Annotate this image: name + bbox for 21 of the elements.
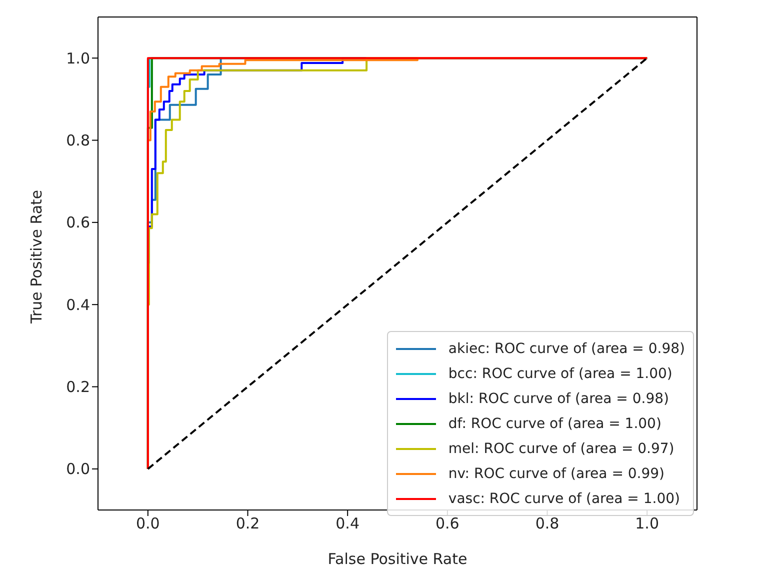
y-tick-label: 0.0 <box>66 460 90 478</box>
legend-label: df: ROC curve of (area = 1.00) <box>448 416 662 432</box>
legend-label: bcc: ROC curve of (area = 1.00) <box>448 366 672 382</box>
y-tick-label: 0.8 <box>66 132 90 150</box>
legend-label: vasc: ROC curve of (area = 1.00) <box>448 490 680 506</box>
x-tick-label: 0.0 <box>136 514 160 533</box>
x-tick-label: 1.0 <box>635 514 660 533</box>
y-tick-label: 0.2 <box>66 378 90 396</box>
legend-label: bkl: ROC curve of (area = 0.98) <box>448 390 669 406</box>
x-tick-label: 0.4 <box>336 514 360 533</box>
x-tick-label: 0.6 <box>435 514 460 533</box>
x-axis-title: False Positive Rate <box>328 550 468 568</box>
legend-label: akiec: ROC curve of (area = 0.98) <box>448 340 685 356</box>
y-tick-label: 0.4 <box>66 296 90 314</box>
y-axis-title: True Positive Rate <box>27 190 46 324</box>
y-tick-label: 0.6 <box>66 214 90 232</box>
x-tick-label: 0.2 <box>236 514 260 533</box>
legend-label: mel: ROC curve of (area = 0.97) <box>448 440 674 456</box>
legend-label: nv: ROC curve of (area = 0.99) <box>448 466 665 482</box>
x-tick-label: 0.8 <box>535 514 560 533</box>
y-tick-label: 1.0 <box>66 49 90 68</box>
